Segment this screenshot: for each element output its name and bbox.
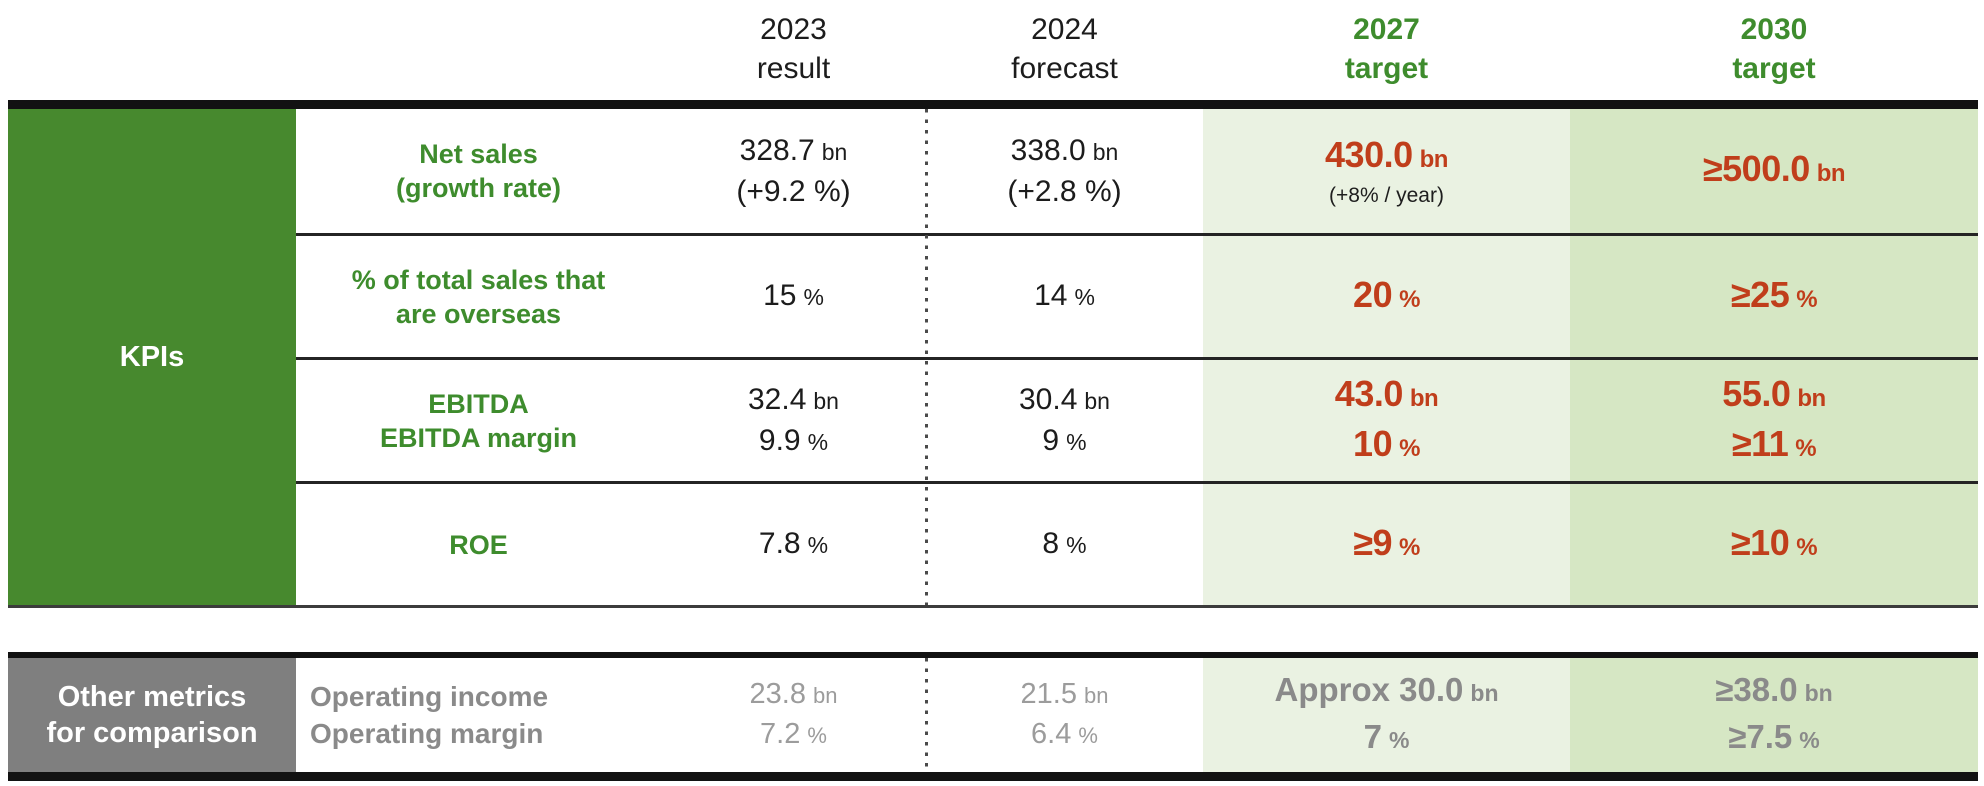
other-metrics-sidebar-line2: for comparison xyxy=(46,717,258,749)
header-2023-result: 2023 result xyxy=(661,0,926,100)
kpi-sidebar: KPIs xyxy=(8,109,296,605)
net-sales-2027-target: 430.0 bn (+8% / year) xyxy=(1203,109,1570,233)
net-sales-2024: 338.0 bn (+2.8 %) xyxy=(1007,134,1122,208)
column-headers: 2023 result 2024 forecast 2027 target 20… xyxy=(8,0,1978,100)
operating-income-2023: 23.8 bn 7.2% xyxy=(749,678,838,750)
header-kind: result xyxy=(756,52,831,85)
other-metrics-table: Other metrics for comparison Operating i… xyxy=(8,652,1978,781)
header-year: 2023 xyxy=(760,13,827,46)
net-sales-2023: 328.7 bn (+9.2 %) xyxy=(736,134,851,208)
row-operating-income-label: Operating income Operating margin xyxy=(310,681,549,749)
header-year: 2030 xyxy=(1740,13,1808,46)
roe-2027-target: ≥9% xyxy=(1203,481,1570,605)
other-metrics-sidebar: Other metrics for comparison xyxy=(8,658,296,772)
header-kind: forecast xyxy=(1011,52,1118,85)
overseas-2027-target: 20% xyxy=(1203,233,1570,357)
operating-income-2027-target: Approx 30.0 bn 7% xyxy=(1203,658,1570,772)
header-year: 2024 xyxy=(1031,13,1098,46)
header-year: 2027 xyxy=(1353,13,1420,46)
row-overseas-label: % of total sales that are overseas xyxy=(296,233,661,357)
overseas-2023: 15% xyxy=(661,233,926,357)
roe-2030-target: ≥10% xyxy=(1570,481,1978,605)
net-sales-2030-target: ≥500.0 bn xyxy=(1570,109,1978,233)
header-spacer-sidebar xyxy=(8,0,296,100)
ebitda-2027-target: 43.0 bn 10% xyxy=(1203,357,1570,481)
roe-2023: 7.8% xyxy=(661,481,926,605)
row-net-sales-label: Net sales (growth rate) xyxy=(396,139,561,203)
kpi-sidebar-label: KPIs xyxy=(119,341,185,373)
header-kind: target xyxy=(1732,52,1816,85)
row-roe-label: ROE xyxy=(296,481,661,605)
roe-2024: 8% xyxy=(926,481,1203,605)
ebitda-2023: 32.4 bn 9.9% xyxy=(661,357,926,481)
dotted-column-divider xyxy=(925,109,928,605)
ebitda-2024: 30.4 bn 9% xyxy=(926,357,1203,481)
operating-income-2030-target: ≥38.0 bn ≥7.5% xyxy=(1570,658,1978,772)
other-metrics-sidebar-line1: Other metrics xyxy=(57,681,247,713)
header-2027-target: 2027 target xyxy=(1203,0,1570,100)
header-2024-forecast: 2024 forecast xyxy=(926,0,1203,100)
operating-income-2024: 21.5 bn 6.4% xyxy=(1020,678,1109,750)
overseas-2030-target: ≥25% xyxy=(1570,233,1978,357)
dotted-column-divider xyxy=(925,658,928,772)
row-ebitda-label: EBITDA EBITDA margin xyxy=(296,357,661,481)
kpi-table: KPIs Net sales (growth rate) 328.7 bn (+9… xyxy=(8,100,1978,608)
header-spacer-label xyxy=(296,0,661,100)
ebitda-2030-target: 55.0 bn ≥11% xyxy=(1570,357,1978,481)
header-kind: target xyxy=(1344,52,1429,85)
overseas-2024: 14% xyxy=(926,233,1203,357)
header-2030-target: 2030 target xyxy=(1570,0,1978,100)
